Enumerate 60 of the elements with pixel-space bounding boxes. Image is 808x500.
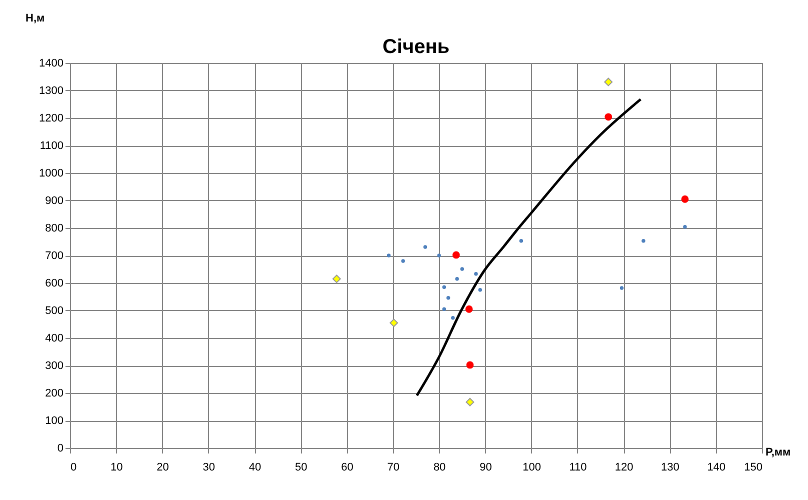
point xyxy=(466,398,474,406)
point xyxy=(683,225,687,229)
x-tick-label: 110 xyxy=(569,462,587,474)
point xyxy=(519,239,524,243)
x-tick-label: 90 xyxy=(480,462,492,474)
x-tick-label: 80 xyxy=(433,462,446,474)
y-tick-label: 100 xyxy=(45,415,64,427)
point xyxy=(401,259,405,263)
x-tick-label: 140 xyxy=(707,462,726,474)
y-tick-label: 500 xyxy=(45,305,64,317)
point xyxy=(423,245,428,249)
point xyxy=(451,316,455,320)
y-tick-label: 600 xyxy=(45,278,64,290)
point xyxy=(437,254,441,258)
point xyxy=(386,254,391,258)
point xyxy=(460,267,464,271)
y-tick-label: 200 xyxy=(45,388,64,400)
y-tick-label: 1200 xyxy=(39,112,64,124)
y-axis-title: Н,м xyxy=(26,12,45,24)
point xyxy=(332,274,341,284)
point xyxy=(442,285,446,289)
y-tick-label: 400 xyxy=(45,332,64,344)
x-tick-label: 120 xyxy=(614,462,634,474)
point xyxy=(642,239,646,243)
point xyxy=(465,305,473,313)
y-tick-label: 1000 xyxy=(39,168,64,180)
x-tick-label: 50 xyxy=(295,462,308,474)
point xyxy=(452,251,460,259)
point xyxy=(478,288,482,292)
x-tick-label: 130 xyxy=(661,462,680,474)
y-tick-label: 1400 xyxy=(39,58,64,70)
x-tick-label: 40 xyxy=(248,462,262,474)
x-tick-label: 150 xyxy=(744,462,762,474)
x-tick-label: 20 xyxy=(156,462,169,474)
x-tick-label: 10 xyxy=(110,462,123,474)
x-tick-label: 60 xyxy=(341,462,354,474)
y-tick-label: 800 xyxy=(45,222,64,234)
y-tick-label: 700 xyxy=(45,250,64,262)
point xyxy=(604,113,612,121)
x-tick-label: 70 xyxy=(387,462,400,474)
y-tick-label: 300 xyxy=(45,360,64,372)
line-series xyxy=(416,98,642,397)
point xyxy=(390,318,398,328)
chart-title: Січень xyxy=(382,36,450,58)
point xyxy=(442,307,446,311)
point xyxy=(455,277,459,281)
y-tick-label: 0 xyxy=(57,442,64,454)
y-tick-label: 1100 xyxy=(40,140,64,152)
x-axis-title: Р,мм xyxy=(766,446,791,458)
y-tick-label: 1300 xyxy=(39,85,64,97)
x-tick-label: 0 xyxy=(70,462,77,474)
point xyxy=(466,361,474,369)
point xyxy=(446,296,450,300)
x-tick-label: 30 xyxy=(202,462,216,474)
y-tick-label: 900 xyxy=(45,195,64,207)
x-tick-label: 100 xyxy=(522,462,542,474)
point xyxy=(604,78,613,86)
point xyxy=(681,195,689,203)
point xyxy=(474,272,478,276)
point xyxy=(620,286,624,290)
